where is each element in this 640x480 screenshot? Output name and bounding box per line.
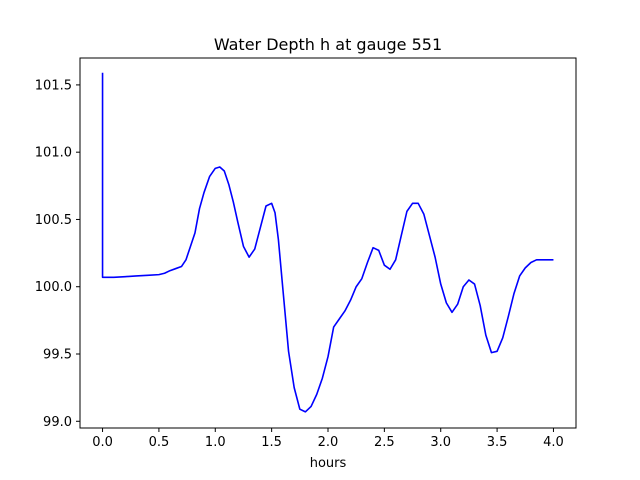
y-tick-label: 101.0 <box>35 146 72 161</box>
series-layer <box>101 72 554 413</box>
y-tick-label: 99.0 <box>43 415 72 430</box>
x-tick-label: 1.0 <box>205 435 226 450</box>
x-tick-label: 3.0 <box>430 435 451 450</box>
plot-frame <box>79 57 577 429</box>
series-line <box>101 72 554 413</box>
y-tick-label: 100.5 <box>35 213 72 228</box>
x-tick-label: 1.5 <box>261 435 282 450</box>
y-tick-label: 101.5 <box>35 78 72 93</box>
ticks-layer: 0.0 0.5 1.0 1.5 2.0 2.5 3.0 3.5 4.0 99.0 99.5 100.0… <box>35 78 564 450</box>
x-tick-label: 0.0 <box>92 435 113 450</box>
y-tick-label: 99.5 <box>43 348 72 363</box>
x-tick-label: 4.0 <box>543 435 564 450</box>
x-axis-label: hours <box>310 456 347 471</box>
x-tick-label: 3.5 <box>487 435 508 450</box>
y-tick-label: 100.0 <box>35 280 72 295</box>
x-tick-label: 2.5 <box>374 435 395 450</box>
chart-title: Water Depth h at gauge 551 <box>214 35 442 54</box>
x-tick-label: 2.0 <box>318 435 339 450</box>
x-tick-label: 0.5 <box>149 435 170 450</box>
